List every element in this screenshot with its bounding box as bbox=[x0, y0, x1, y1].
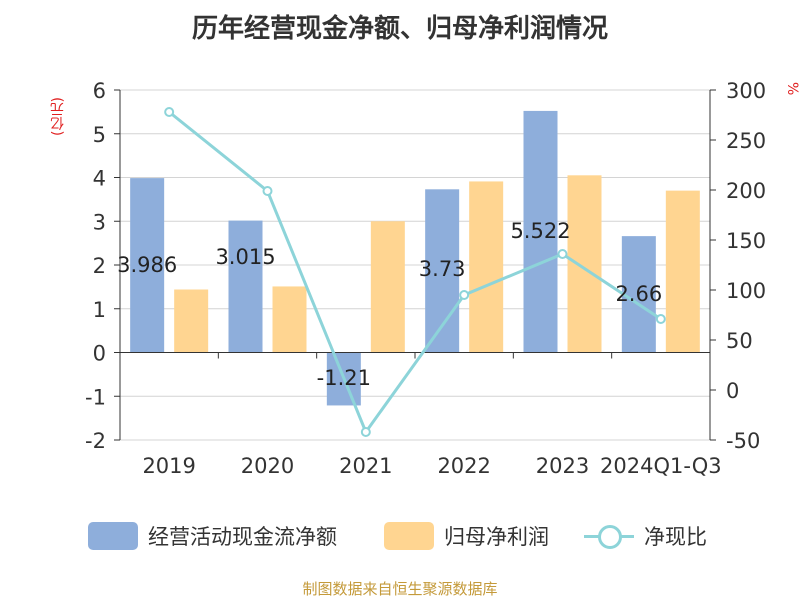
y-right-tick-label: 150 bbox=[726, 229, 766, 253]
bar-profit bbox=[272, 286, 307, 353]
x-tick-label: 2021 bbox=[339, 454, 392, 478]
bar-cashflow bbox=[523, 110, 558, 353]
point-ratio bbox=[459, 290, 470, 300]
legend-swatch-cashflow bbox=[88, 522, 138, 550]
y-left-tick-label: -2 bbox=[85, 429, 106, 453]
data-label-cashflow: 3.015 bbox=[215, 245, 275, 269]
legend: 经营活动现金流净额 归母净利润 净现比 bbox=[0, 518, 800, 554]
legend-label-cashflow: 经营活动现金流净额 bbox=[148, 525, 337, 549]
legend-swatch-profit bbox=[384, 522, 434, 550]
point-ratio bbox=[557, 249, 568, 259]
data-label-cashflow: -1.21 bbox=[317, 366, 371, 390]
data-label-cashflow: 2.66 bbox=[615, 282, 662, 306]
legend-item-profit[interactable]: 归母净利润 bbox=[384, 518, 549, 554]
y-right-tick-label: 200 bbox=[726, 179, 766, 203]
y-right-tick-label: 250 bbox=[726, 129, 766, 153]
bar-profit bbox=[469, 181, 504, 353]
y-right-tick-label: 300 bbox=[726, 79, 766, 103]
x-tick-label: 2020 bbox=[241, 454, 294, 478]
x-tick-label: 2023 bbox=[536, 454, 589, 478]
chart-plot: -2 -1 0 1 2 3 4 5 6 -50 0 50 100 150 200 250 300 2019 2020… bbox=[85, 79, 766, 478]
legend-item-ratio[interactable]: 净现比 bbox=[584, 518, 707, 554]
y-right-tick-label: -50 bbox=[726, 429, 760, 453]
bar-profit bbox=[174, 289, 209, 353]
bar-cashflow bbox=[621, 236, 656, 353]
y-left-tick-label: 4 bbox=[93, 167, 106, 191]
x-tick-label: 2022 bbox=[437, 454, 490, 478]
legend-label-ratio: 净现比 bbox=[644, 525, 707, 549]
y-left-tick-label: 6 bbox=[93, 79, 106, 103]
bar-profit bbox=[370, 221, 405, 353]
point-ratio bbox=[655, 314, 666, 324]
y-left-tick-label: 5 bbox=[93, 123, 106, 147]
legend-line-ratio-icon bbox=[584, 522, 634, 550]
data-label-cashflow: 3.73 bbox=[419, 257, 466, 281]
y-left-tick-label: 2 bbox=[93, 254, 106, 278]
x-tick-label: 2019 bbox=[142, 454, 195, 478]
line-ratio bbox=[168, 110, 662, 436]
y-left-tick-label: 1 bbox=[93, 298, 106, 322]
point-ratio bbox=[164, 107, 175, 117]
y-left-tick-label: 3 bbox=[93, 210, 106, 234]
y-axis-right-label: % bbox=[784, 82, 800, 96]
legend-label-profit: 归母净利润 bbox=[444, 525, 549, 549]
source-note: 制图数据来自恒生聚源数据库 bbox=[302, 580, 498, 598]
y-right-tick-label: 50 bbox=[726, 329, 753, 353]
data-label-cashflow: 3.986 bbox=[117, 253, 177, 277]
bar-cashflow bbox=[228, 220, 263, 353]
y-left-tick-label: 0 bbox=[93, 342, 106, 366]
x-tick-label: 2024Q1-Q3 bbox=[600, 454, 722, 478]
bar-cashflow bbox=[130, 178, 165, 353]
bar-profit bbox=[567, 175, 602, 353]
data-label-cashflow: 5.522 bbox=[510, 219, 570, 243]
point-ratio bbox=[360, 427, 371, 437]
y-right-tick-label: 0 bbox=[726, 379, 739, 403]
legend-item-cashflow[interactable]: 经营活动现金流净额 bbox=[88, 518, 337, 554]
bar-profit bbox=[665, 190, 700, 353]
chart-title: 历年经营现金净额、归母净利润情况 bbox=[191, 14, 608, 44]
y-left-tick-label: -1 bbox=[85, 385, 106, 409]
y-right-tick-label: 100 bbox=[726, 279, 766, 303]
point-ratio bbox=[262, 186, 273, 196]
